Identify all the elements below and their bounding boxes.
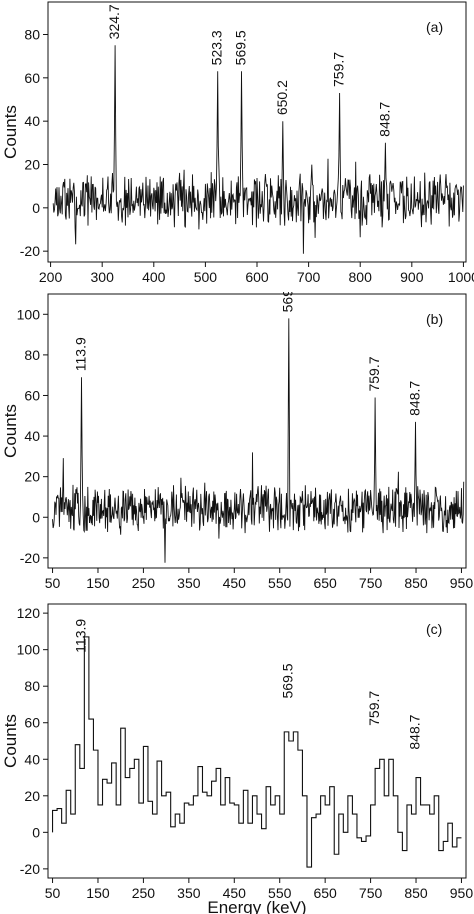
x-tick-label: 250 [132, 885, 156, 901]
x-tick-label: 550 [268, 885, 292, 901]
x-tick-label: 450 [223, 885, 247, 901]
x-tick-label: 250 [132, 575, 156, 591]
y-tick-label: 100 [17, 642, 41, 658]
y-tick-label: 0 [32, 509, 40, 525]
peak-label: 569.5 [280, 663, 296, 698]
y-tick-label: 40 [24, 751, 40, 767]
peak-label: 324.7 [106, 4, 122, 39]
spectrum-trace [52, 45, 464, 254]
panel-label: (b) [426, 311, 443, 327]
spectrum-chart-c: 50 150 250 350 450 550 650 750 850 950 -20 0 20 40 60 8… [1, 603, 474, 914]
spectrum-panel-c: 50 150 250 350 450 550 650 750 850 950 -20 0 20 40 60 8… [0, 600, 474, 914]
peak-label: 759.7 [366, 356, 382, 391]
peak-label: 848.7 [406, 714, 422, 749]
plot-frame [47, 603, 467, 879]
y-tick-label: -20 [20, 550, 40, 566]
y-axis-title: Counts [1, 105, 20, 159]
y-tick-label: -20 [20, 861, 40, 877]
peak-label: 848.7 [376, 102, 392, 137]
peak-label: 113.9 [73, 337, 89, 371]
y-tick-label: 20 [24, 469, 40, 485]
x-tick-label: 350 [177, 575, 201, 591]
peak-label: 759.7 [366, 691, 382, 726]
y-tick-label: 80 [24, 27, 40, 43]
x-tick-label: 550 [268, 575, 292, 591]
y-axis-title: Counts [1, 714, 20, 768]
x-tick-label: 50 [45, 575, 61, 591]
x-axis-title: Energy (keV) [207, 898, 306, 914]
peak-label: 569.5 [232, 30, 248, 65]
x-tick-label: 1000 [448, 269, 474, 285]
x-tick-label: 850 [404, 885, 428, 901]
spectrum-trace [52, 318, 465, 563]
y-tick-label: 20 [24, 157, 40, 173]
panel-label: (c) [426, 621, 442, 637]
x-tick-label: 700 [297, 269, 321, 285]
x-tick-label: 50 [45, 885, 61, 901]
y-tick-label: 40 [24, 113, 40, 129]
y-tick-label: 0 [32, 824, 40, 840]
y-axis-title: Counts [1, 404, 20, 458]
y-tick-label: 0 [32, 200, 40, 216]
x-tick-label: 900 [400, 269, 424, 285]
x-tick-label: 150 [86, 575, 110, 591]
x-tick-label: 800 [349, 269, 373, 285]
x-tick-label: 200 [39, 269, 63, 285]
x-tick-label: 500 [194, 269, 218, 285]
x-tick-label: 150 [86, 885, 110, 901]
y-tick-label: 120 [17, 605, 41, 621]
x-tick-label: 450 [223, 575, 247, 591]
peak-label: 113.9 [73, 619, 89, 653]
spectrum-chart-a: 200 300 400 500 600 700 800 900 1000 -20 0 20 40 60 80… [1, 1, 474, 285]
peak-label: 569.5 [280, 292, 296, 312]
y-tick-label: 60 [24, 70, 40, 86]
x-tick-label: 350 [177, 885, 201, 901]
spectrum-chart-b: 50 150 250 350 450 550 650 750 850 950 -20 0 20 40 60 8… [1, 292, 474, 591]
peak-label: 650.2 [274, 80, 290, 115]
y-tick-label: 100 [17, 306, 41, 322]
x-tick-label: 750 [359, 885, 383, 901]
x-tick-label: 600 [245, 269, 269, 285]
peak-label: 759.7 [330, 52, 346, 87]
y-tick-label: 60 [24, 715, 40, 731]
panel-label: (a) [426, 19, 443, 35]
y-tick-label: 80 [24, 347, 40, 363]
x-tick-label: 650 [313, 885, 337, 901]
y-tick-label: 60 [24, 387, 40, 403]
y-tick-label: 40 [24, 428, 40, 444]
y-tick-label: -20 [20, 243, 40, 259]
x-tick-label: 950 [450, 885, 474, 901]
x-tick-label: 850 [404, 575, 428, 591]
plot-frame [47, 293, 467, 569]
y-tick-label: 20 [24, 788, 40, 804]
peak-label: 848.7 [406, 381, 422, 416]
spectrum-panel-a: 200 300 400 500 600 700 800 900 1000 -20 0 20 40 60 80… [0, 0, 474, 290]
y-tick-label: 80 [24, 678, 40, 694]
spectrum-panel-b: 50 150 250 350 450 550 650 750 850 950 -20 0 20 40 60 8… [0, 292, 474, 598]
x-tick-label: 750 [359, 575, 383, 591]
x-tick-label: 300 [91, 269, 115, 285]
spectrum-trace [51, 636, 462, 868]
x-tick-label: 950 [450, 575, 474, 591]
x-tick-label: 400 [142, 269, 166, 285]
x-tick-label: 650 [313, 575, 337, 591]
peak-label: 523.3 [208, 30, 224, 65]
